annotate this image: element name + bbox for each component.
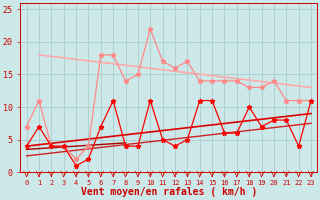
X-axis label: Vent moyen/en rafales ( km/h ): Vent moyen/en rafales ( km/h ) xyxy=(81,187,257,197)
